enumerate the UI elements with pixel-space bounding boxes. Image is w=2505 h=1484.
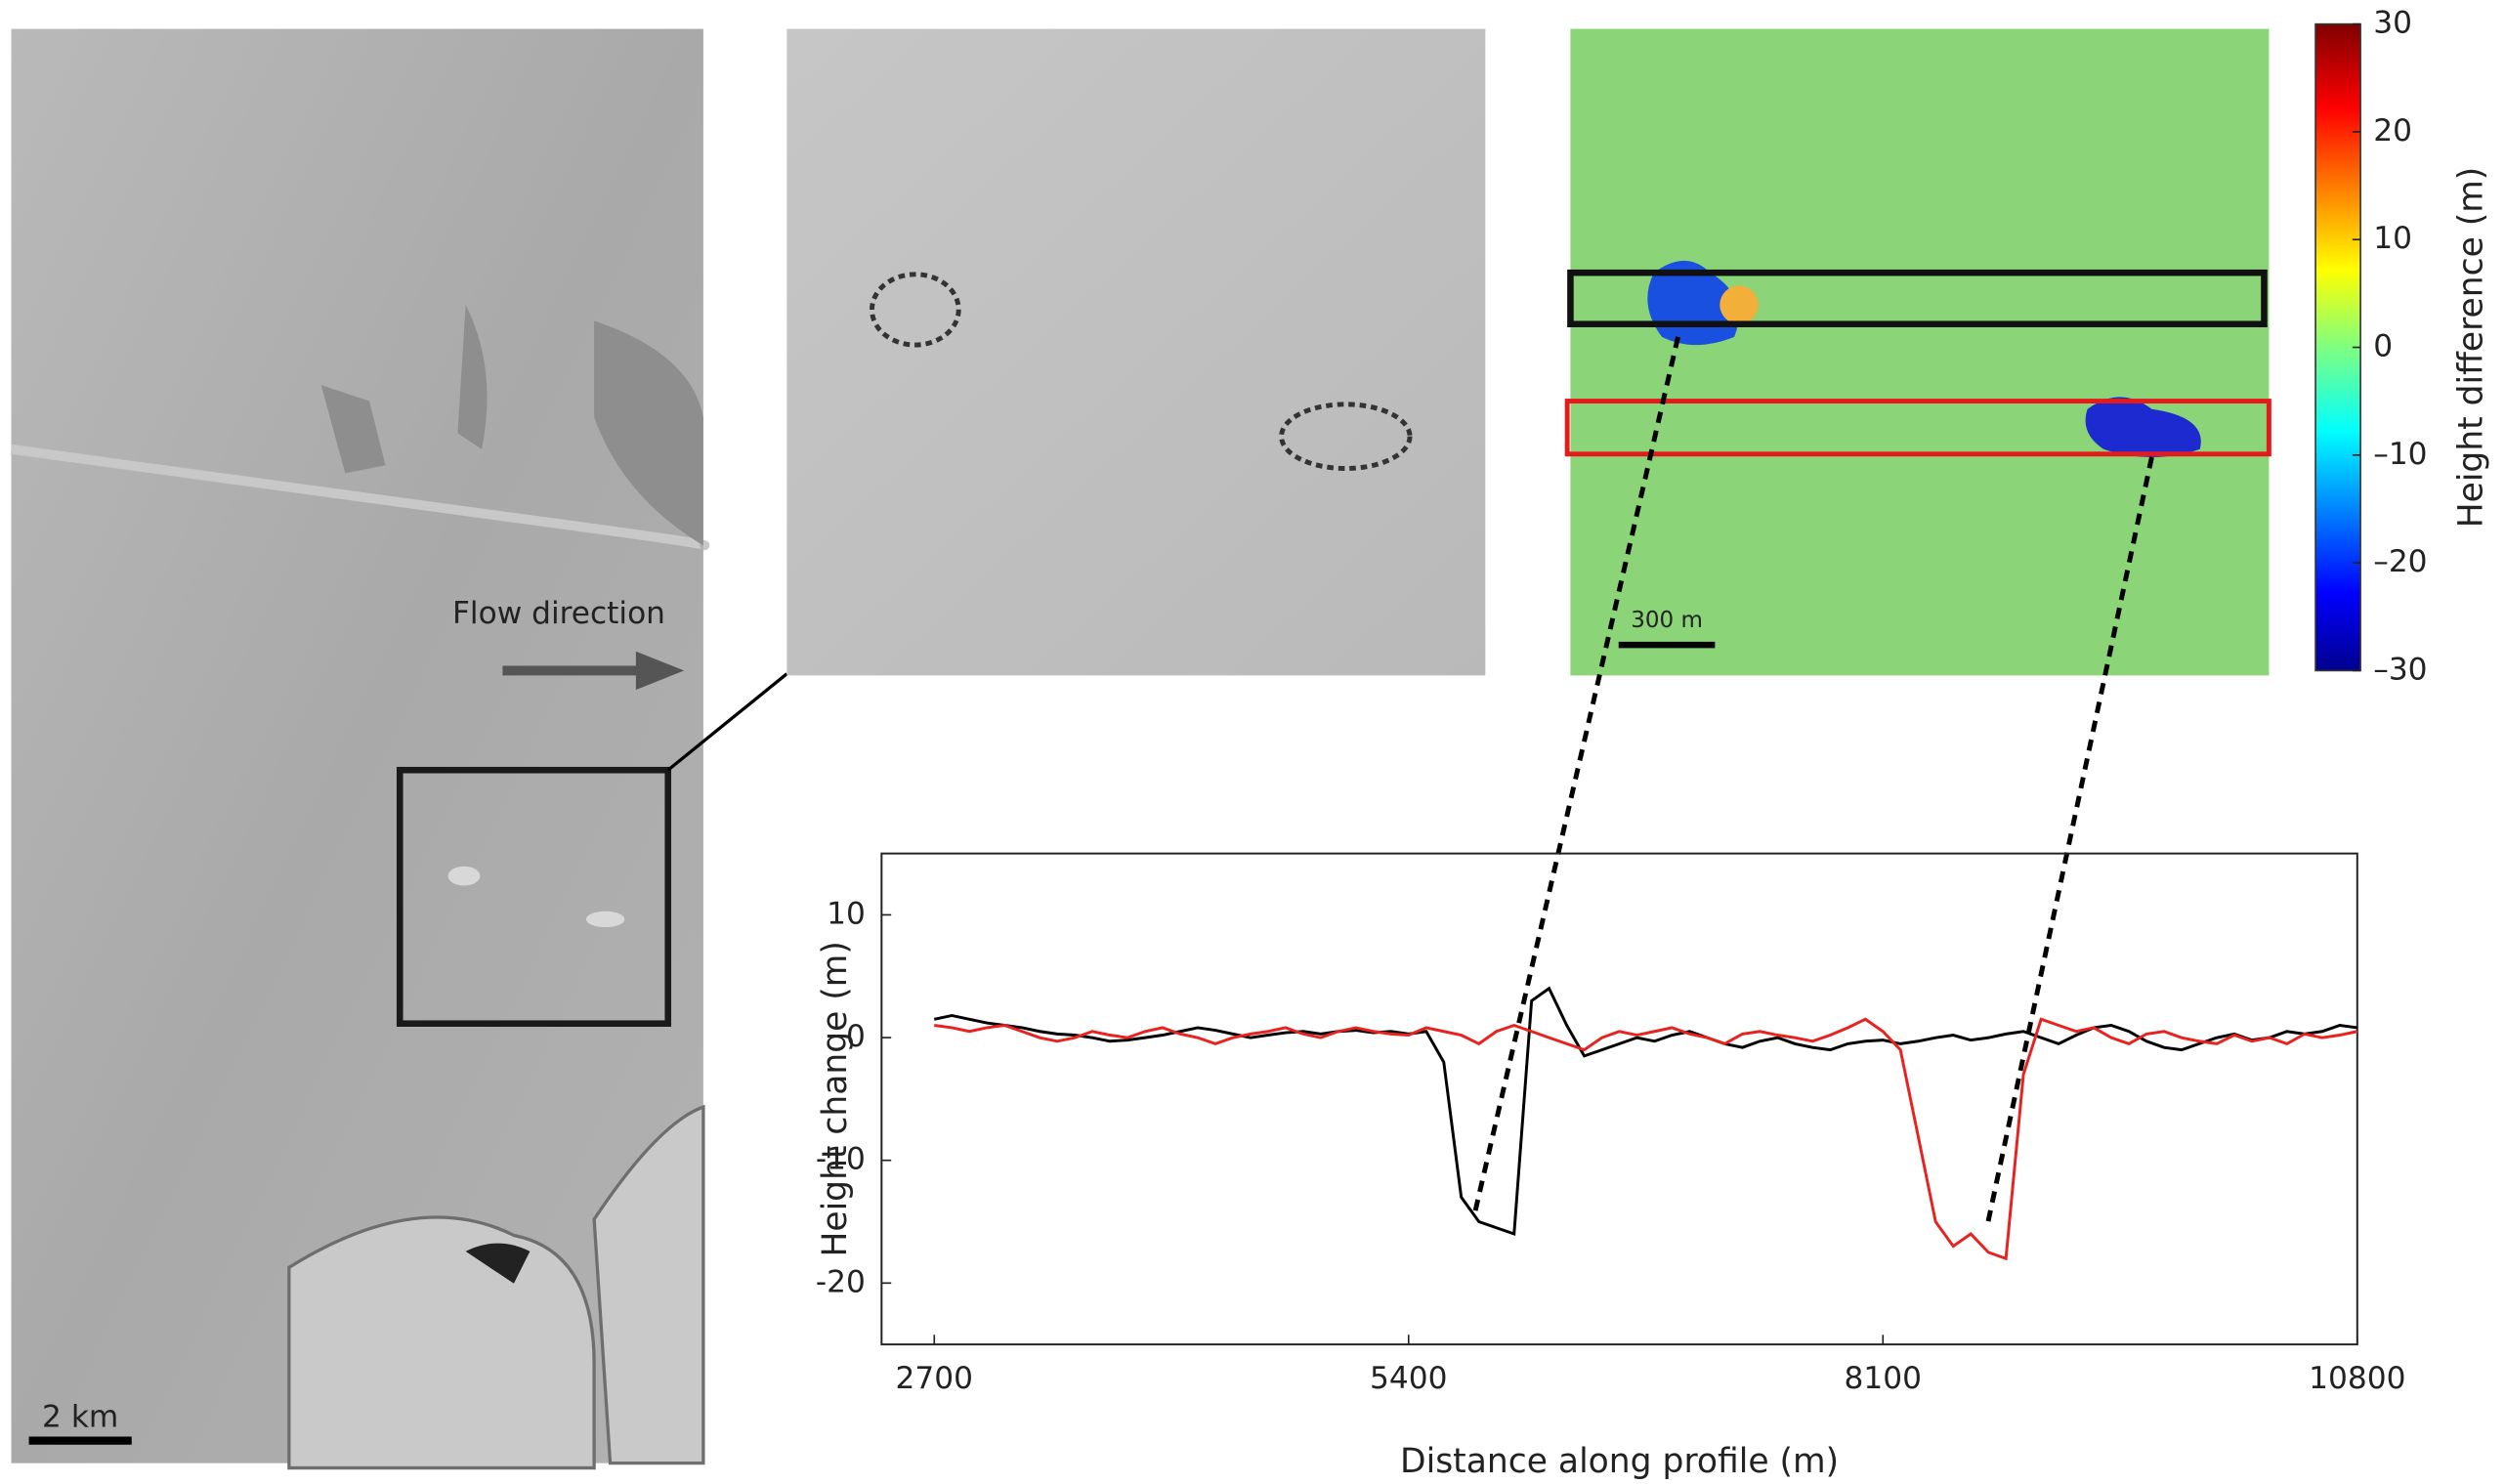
satellite-image: Flow direction 2 km <box>10 28 788 1470</box>
x-tick-label: 5400 <box>1370 1361 1447 1396</box>
data-line <box>933 986 2357 1237</box>
x-axis-label: Distance along profile (m) <box>1400 1442 1839 1481</box>
scale-bar-label: 2 km <box>42 1400 118 1435</box>
colorbar-tick-label: –30 <box>2373 652 2427 687</box>
x-tick-label: 10800 <box>2309 1361 2405 1396</box>
y-axis-label: Height change (m) <box>816 941 855 1256</box>
colorbar-tick-label: 20 <box>2373 113 2412 148</box>
colorbar-label: Height difference (m) <box>2452 167 2491 529</box>
colorbar-tick-label: –20 <box>2373 544 2427 579</box>
difference-map: 300 m <box>1471 28 2271 1223</box>
colorbar-tick-label: –10 <box>2373 437 2427 472</box>
y-tick-label: 0 <box>846 1019 866 1054</box>
y-tick-label: -20 <box>816 1264 866 1299</box>
y-tick-label: -10 <box>816 1142 866 1177</box>
colorbar-tick-label: 30 <box>2373 6 2412 41</box>
y-tick-label: 10 <box>827 896 866 931</box>
colorbar-tick-label: 0 <box>2373 329 2393 364</box>
x-tick-label: 8100 <box>1845 1361 1922 1396</box>
plots: 10 0 -10 -20 2700 5400 8100 10800 Distance along… <box>816 6 2491 1482</box>
flow-label: Flow direction <box>452 596 665 631</box>
zoom-image <box>786 28 1486 676</box>
data-line <box>934 1017 2358 1261</box>
map-scale-label: 300 m <box>1631 608 1703 633</box>
plot-frame <box>880 852 2358 1346</box>
x-tick-label: 2700 <box>896 1361 973 1396</box>
colorbar-tick-label: 10 <box>2373 221 2412 256</box>
